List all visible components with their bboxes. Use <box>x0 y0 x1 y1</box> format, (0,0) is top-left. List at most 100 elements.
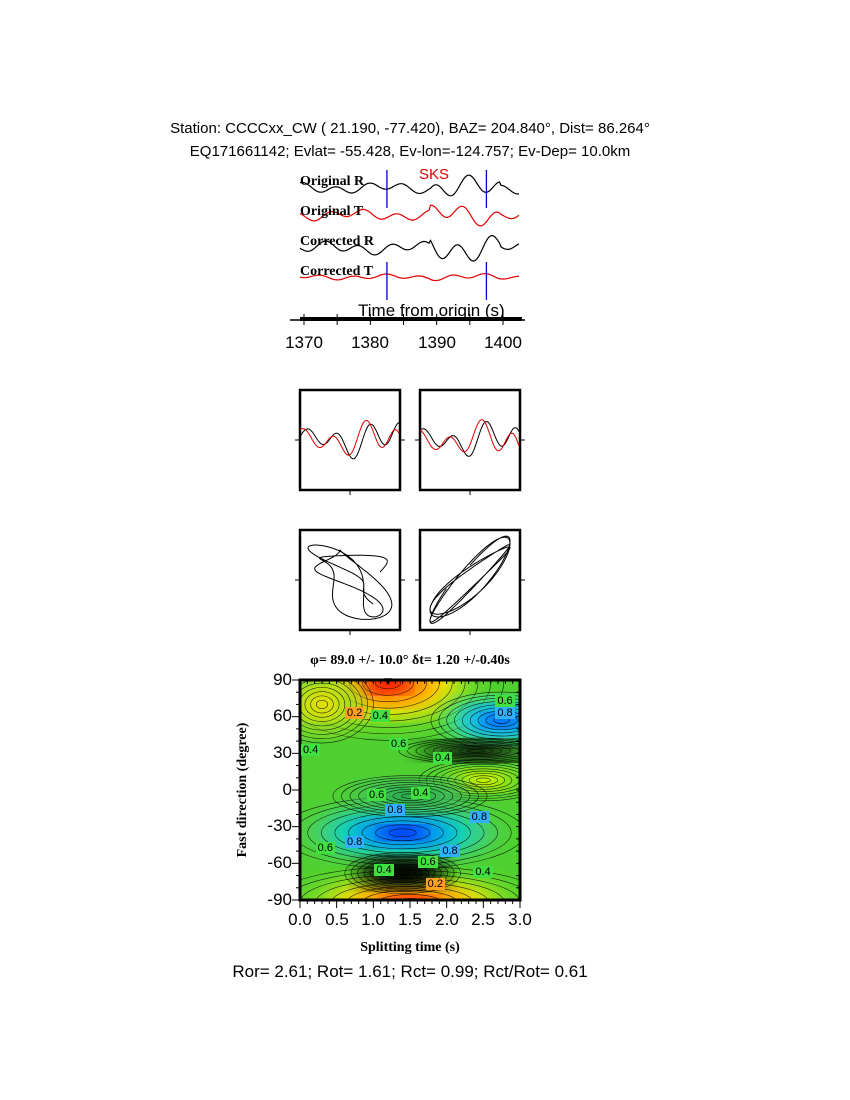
trace-x-label: Time from origin (s) <box>358 301 505 320</box>
corrected-t-trace <box>299 272 519 282</box>
panel-frame <box>298 388 402 492</box>
x-tick: 0.0 <box>288 910 312 929</box>
contour-line <box>300 680 363 735</box>
contour-line <box>300 687 346 722</box>
contour-label: 0.6 <box>495 695 515 707</box>
contour-map <box>300 680 520 900</box>
contour-line <box>475 777 491 783</box>
trace-x-tick: 1380 <box>351 333 389 352</box>
trace-label-corrected-r: Corrected R <box>300 234 374 249</box>
contour-title: φ= 89.0 +/- 10.0° δt= 1.20 +/-0.40s <box>310 653 510 668</box>
contour-fill <box>302 689 342 720</box>
contour-line <box>300 680 374 744</box>
transverse-waveform <box>419 419 520 453</box>
original-r-trace <box>299 174 520 197</box>
y-tick: 30 <box>273 743 292 762</box>
contour-label: 0.4 <box>411 786 431 799</box>
station-header: Station: CCCCxx_CW ( 21.190, -77.420), B… <box>170 120 650 137</box>
contour-label: 0.4 <box>433 752 453 765</box>
contour-label: 0.2 <box>425 878 445 891</box>
contour-line <box>467 749 485 753</box>
waveform-panels <box>295 388 525 635</box>
contour-fill <box>380 788 440 805</box>
transverse-waveform <box>299 419 400 456</box>
contour-line <box>361 820 444 846</box>
contour-line <box>388 828 417 838</box>
particle-motion <box>429 535 511 624</box>
contour-label: 0.8 <box>495 707 515 720</box>
contour-line <box>375 824 431 842</box>
best-fit-marker <box>384 678 392 686</box>
contour-line <box>304 691 340 718</box>
contour-line <box>468 775 498 786</box>
radial-waveform <box>419 420 520 457</box>
corrected-r-trace <box>299 234 520 262</box>
x-tick: 1.5 <box>398 910 422 929</box>
contour-label: 0.4 <box>301 743 321 756</box>
contour-label: 0.8 <box>385 803 405 816</box>
contour-line <box>315 699 329 710</box>
trace-x-tick: 1390 <box>418 333 456 352</box>
x-tick: 2.0 <box>435 910 459 929</box>
x-tick: 0.5 <box>325 910 349 929</box>
contour-label: 0.2 <box>345 707 365 720</box>
y-tick: -90 <box>267 890 292 909</box>
contour-line <box>379 894 441 900</box>
radial-waveform <box>299 422 400 460</box>
contour-label: 0.6 <box>418 856 438 869</box>
contour-line <box>357 856 448 890</box>
original-t-trace <box>299 204 520 227</box>
trace-label-original-r: Original R <box>300 174 365 189</box>
contour-line <box>407 739 520 763</box>
contour-line <box>441 744 511 757</box>
x-tick: 3.0 <box>508 910 532 929</box>
contour-line <box>361 680 415 696</box>
contour-line <box>358 782 462 811</box>
trace-label-corrected-t: Corrected T <box>300 264 373 279</box>
contour-line <box>458 747 494 755</box>
y-tick: 90 <box>273 670 292 689</box>
contour-line <box>349 779 471 813</box>
contour-label: 0.8 <box>345 835 365 848</box>
contour-label: 0.8 <box>440 845 460 858</box>
contour-line <box>363 890 457 900</box>
seismogram-traces <box>290 170 525 325</box>
trace-x-tick: 1400 <box>484 333 522 352</box>
contour-label: 0.8 <box>469 811 489 824</box>
contour-line <box>370 861 436 885</box>
contour-line <box>449 746 503 756</box>
contour-line <box>332 775 488 817</box>
x-axis-label: Splitting time (s) <box>360 940 460 955</box>
y-tick: 0 <box>282 780 292 799</box>
contour-line <box>344 852 461 894</box>
contour-fill <box>466 774 501 786</box>
contour-line <box>374 680 402 690</box>
contour-line <box>300 680 369 740</box>
contour-line <box>433 763 520 797</box>
x-tick: 1.0 <box>361 910 385 929</box>
trace-x-tick: 1370 <box>285 333 323 352</box>
contour-label: 0.6 <box>367 789 387 802</box>
contour-line <box>300 680 357 731</box>
contour-fill <box>378 825 427 840</box>
particle-motion <box>307 544 393 620</box>
contour-label: 0.6 <box>389 737 409 750</box>
contour-axes <box>292 678 522 908</box>
contour-line <box>300 680 504 741</box>
contour-label: 0.4 <box>370 709 390 722</box>
x-tick: 2.5 <box>471 910 495 929</box>
contour-label: 0.6 <box>315 841 335 854</box>
contour-line <box>398 737 520 765</box>
contour-line <box>310 695 334 714</box>
y-tick: -30 <box>267 816 292 835</box>
panel-frame <box>418 528 522 632</box>
y-tick: -60 <box>267 853 292 872</box>
contour-fill <box>446 745 506 756</box>
contour-line <box>363 859 442 888</box>
contour-label: 0.4 <box>473 866 493 879</box>
contour-line <box>341 777 479 815</box>
footer-stats: Ror= 2.61; Rot= 1.61; Rct= 0.99; Rct/Rot… <box>232 962 588 981</box>
time-axis-bar <box>300 317 522 321</box>
